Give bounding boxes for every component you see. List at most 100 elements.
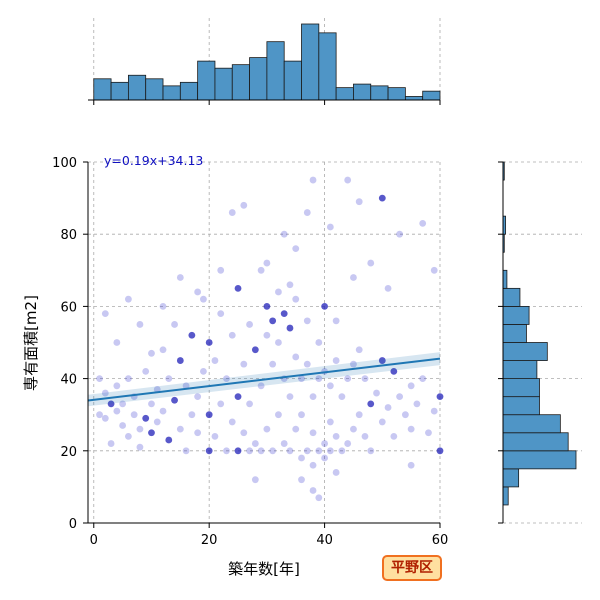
data-point <box>223 375 230 382</box>
data-point <box>107 400 115 408</box>
top-hist-bar <box>283 60 302 101</box>
data-point <box>136 425 144 433</box>
data-point <box>367 400 375 408</box>
data-point <box>326 382 334 390</box>
data-point <box>205 447 213 455</box>
data-point <box>338 447 346 455</box>
regression-line <box>87 352 441 407</box>
data-point <box>234 393 242 401</box>
data-point <box>309 393 317 401</box>
data-point <box>223 447 230 455</box>
data-point <box>367 447 375 455</box>
data-point <box>315 375 323 382</box>
data-point <box>298 411 305 419</box>
data-point <box>332 432 340 440</box>
data-point <box>119 400 127 408</box>
data-point <box>378 418 386 426</box>
data-point <box>205 339 213 346</box>
data-point <box>200 367 207 375</box>
data-point <box>205 411 213 419</box>
data-point <box>188 411 196 419</box>
right-hist-bar <box>502 468 520 488</box>
top-hist-bar <box>127 74 147 101</box>
data-point <box>101 389 109 397</box>
data-point <box>286 393 294 401</box>
data-point <box>257 382 265 390</box>
data-point <box>321 454 328 462</box>
data-point <box>217 310 225 318</box>
data-point <box>251 440 259 447</box>
data-point <box>407 382 415 390</box>
data-point <box>124 295 132 303</box>
data-point <box>96 411 103 419</box>
right-hist-bar <box>502 324 527 343</box>
x-tick-label: 20 <box>201 533 218 548</box>
data-point <box>246 447 253 455</box>
data-point <box>303 209 311 216</box>
data-point <box>119 422 127 429</box>
data-point <box>142 414 150 422</box>
data-point <box>171 321 178 328</box>
y-tick-label: 0 <box>69 517 77 532</box>
data-point <box>344 440 352 447</box>
data-point <box>124 432 132 440</box>
data-point <box>401 411 409 419</box>
data-point <box>378 194 386 202</box>
right-histogram <box>498 161 577 524</box>
top-hist-bar <box>404 96 424 101</box>
data-point <box>350 360 357 368</box>
data-point <box>228 331 236 339</box>
tick-labels: 0 20 40 60 0 20 40 60 80 100 <box>52 156 448 548</box>
data-point <box>217 266 225 274</box>
data-point <box>390 367 398 375</box>
data-point <box>292 295 300 303</box>
data-point <box>171 396 178 404</box>
y-axis-label: 専有面積[m2] <box>22 295 40 391</box>
regression-equation: y=0.19x+34.13 <box>104 153 203 168</box>
top-hist-bar <box>249 57 268 101</box>
data-point <box>321 440 328 447</box>
data-point <box>107 440 115 447</box>
data-point <box>136 321 144 328</box>
data-point <box>148 400 155 408</box>
data-point <box>413 400 421 408</box>
data-point <box>430 407 438 415</box>
data-point <box>396 230 404 238</box>
top-hist-bar <box>179 81 199 101</box>
data-point <box>211 357 219 364</box>
data-point <box>165 436 173 444</box>
right-hist-bar <box>502 342 548 361</box>
data-point <box>280 230 288 238</box>
data-point <box>182 447 190 455</box>
y-tick-label: 100 <box>52 156 77 171</box>
top-hist-bar <box>353 83 372 101</box>
data-point <box>332 317 340 325</box>
data-point <box>211 432 219 440</box>
data-point <box>136 443 144 451</box>
data-point <box>263 303 271 310</box>
data-point <box>303 317 311 325</box>
data-point <box>176 274 184 281</box>
data-point <box>303 447 311 455</box>
data-point <box>298 454 305 462</box>
data-point <box>280 440 288 447</box>
data-point <box>101 414 109 422</box>
regression-line-path <box>87 357 441 402</box>
data-point <box>303 360 311 368</box>
data-point <box>234 284 242 292</box>
data-point <box>355 198 363 206</box>
right-hist-bar <box>502 486 509 506</box>
data-point <box>309 429 317 437</box>
data-point <box>321 303 328 310</box>
top-hist-bar <box>422 90 441 101</box>
data-point <box>96 375 103 382</box>
data-point <box>407 461 415 469</box>
top-hist-bar <box>197 60 216 101</box>
data-point <box>263 425 271 433</box>
data-point <box>194 429 202 437</box>
x-tick-label: 0 <box>90 533 98 548</box>
top-histogram <box>88 23 441 105</box>
data-point <box>275 339 282 346</box>
data-point <box>101 310 109 318</box>
